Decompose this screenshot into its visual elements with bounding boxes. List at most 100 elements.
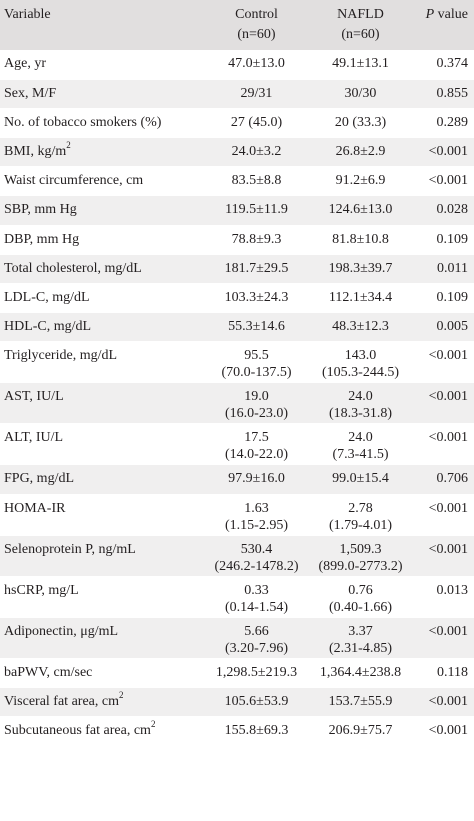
row-control-range: (3.20-7.96)	[225, 640, 288, 656]
row-control-main: 17.5	[244, 430, 269, 446]
row-nafld-value: 1,364.4±238.8	[308, 658, 413, 687]
row-variable-label: Age, yr	[4, 56, 46, 71]
row-nafld-main: 48.3±12.3	[332, 319, 389, 335]
row-variable: ALT, IU/L	[0, 424, 205, 465]
row-control-value: 530.4 (246.2-1478.2)	[205, 535, 308, 576]
row-control-range: (1.15-2.95)	[225, 517, 288, 533]
row-nafld-main: 153.7±55.9	[328, 693, 393, 709]
table-row: SBP, mm Hg 119.5±11.9 124.6±13.0 0.028	[0, 195, 474, 226]
row-variable-label: HDL-C, mg/dL	[4, 319, 92, 335]
row-variable-label: Visceral fat area, cm	[4, 693, 119, 709]
row-nafld-value: 20 (33.3)	[308, 108, 413, 137]
row-control-main: 1,298.5±219.3	[215, 664, 298, 680]
row-control-main: 97.9±16.0	[228, 471, 285, 487]
row-nafld-range: (0.40-1.66)	[329, 599, 392, 615]
row-control-value: 1.63 (1.15-2.95)	[205, 494, 308, 535]
row-nafld-main: 20 (33.3)	[334, 114, 387, 130]
row-p-value: 0.855	[436, 85, 469, 101]
row-variable: DBP, mm Hg	[0, 225, 205, 254]
row-nafld-range: (105.3-244.5)	[322, 365, 399, 381]
row-nafld-main: 112.1±34.4	[328, 290, 393, 305]
table-row: hsCRP, mg/L 0.33 (0.14-1.54) 0.76 (0.40-1.66…	[0, 576, 474, 618]
row-nafld-main: 206.9±75.7	[328, 722, 393, 738]
table-row: Total cholesterol, mg/dL 181.7±29.5 198.3±…	[0, 254, 474, 284]
row-variable: HDL-C, mg/dL	[0, 313, 205, 342]
row-nafld-main: 0.76	[348, 582, 373, 598]
row-variable: No. of tobacco smokers (%)	[0, 108, 205, 137]
row-nafld-value: 91.2±6.9	[308, 167, 413, 196]
table-row: Sex, M/F 29/31 30/30 0.855	[0, 79, 474, 109]
row-control-value: 55.3±14.6	[205, 313, 308, 342]
row-variable: Total cholesterol, mg/dL	[0, 254, 205, 283]
header-variable: Variable	[4, 7, 51, 22]
row-variable-label: baPWV, cm/sec	[4, 664, 93, 680]
row-nafld-main: 99.0±15.4	[332, 471, 389, 487]
row-variable: LDL-C, mg/dL	[0, 284, 205, 313]
row-nafld-value: 2.78 (1.79-4.01)	[308, 494, 413, 535]
row-p-value: 0.109	[436, 290, 469, 305]
row-control-range: (246.2-1478.2)	[214, 558, 299, 574]
row-nafld-value: 26.8±2.9	[308, 138, 413, 167]
row-nafld-value: 124.6±13.0	[308, 196, 413, 225]
row-variable-label: HOMA-IR	[4, 500, 66, 516]
row-p-value: <0.001	[428, 389, 468, 405]
row-control-value: 29/31	[205, 79, 308, 108]
row-control-range: (0.14-1.54)	[225, 599, 288, 615]
table-row: ALT, IU/L 17.5 (14.0-22.0) 24.0 (7.3-41.5) <0…	[0, 424, 474, 465]
row-nafld-main: 30/30	[344, 85, 377, 101]
row-control-main: 27 (45.0)	[230, 114, 283, 130]
row-control-value: 181.7±29.5	[205, 254, 308, 283]
row-control-value: 83.5±8.8	[205, 167, 308, 196]
row-p-value: 0.013	[436, 582, 469, 598]
row-variable-label: hsCRP, mg/L	[4, 582, 79, 598]
row-p-value: 0.706	[436, 471, 469, 487]
row-p-value: <0.001	[428, 623, 468, 639]
row-nafld-main: 198.3±39.7	[328, 260, 393, 276]
row-control-main: 119.5±11.9	[225, 202, 288, 218]
row-variable-superscript: 2	[66, 140, 71, 151]
row-control-value: 27 (45.0)	[205, 108, 308, 137]
row-control-main: 1.63	[244, 500, 269, 516]
row-variable: Waist circumference, cm	[0, 167, 205, 196]
row-variable: Age, yr	[0, 50, 205, 79]
row-p-value: 0.005	[436, 319, 469, 335]
row-variable-label: Waist circumference, cm	[4, 173, 144, 189]
row-variable-label: AST, IU/L	[4, 389, 64, 405]
row-variable: Sex, M/F	[0, 79, 205, 108]
row-variable: Visceral fat area, cm2	[0, 687, 205, 716]
table-row: FPG, mg/dL 97.9±16.0 99.0±15.4 0.706	[0, 464, 474, 495]
table-row: Age, yr 47.0±13.0 49.1±13.1 0.374	[0, 50, 474, 80]
row-variable-label: FPG, mg/dL	[4, 471, 75, 487]
header-nafld-n: (n=60)	[341, 27, 380, 42]
row-control-range: (16.0-23.0)	[225, 406, 288, 422]
header-p-rest: value	[434, 7, 468, 22]
header-nafld: NAFLD (n=60)	[308, 0, 413, 50]
row-nafld-value: 81.8±10.8	[308, 225, 413, 254]
table-row: Visceral fat area, cm2 105.6±53.9 153.7±55…	[0, 687, 474, 717]
row-control-value: 24.0±3.2	[205, 138, 308, 167]
row-nafld-main: 124.6±13.0	[328, 202, 393, 218]
row-variable: BMI, kg/m2	[0, 138, 205, 167]
row-control-main: 105.6±53.9	[224, 693, 289, 709]
row-variable-superscript: 2	[150, 719, 156, 730]
row-nafld-range: (1.79-4.01)	[329, 517, 392, 533]
row-control-main: 530.4	[240, 541, 273, 557]
row-control-main: 24.0±3.2	[231, 144, 282, 160]
row-variable: Triglyceride, mg/dL	[0, 342, 205, 383]
row-variable-label: No. of tobacco smokers (%)	[4, 114, 162, 130]
row-p-value: <0.001	[428, 173, 468, 189]
header-nafld-label: NAFLD	[337, 7, 384, 22]
table-row: Waist circumference, cm 83.5±8.8 91.2±6.9 <…	[0, 167, 474, 196]
table-row: Selenoprotein P, ng/mL 530.4 (246.2-1478.2…	[0, 535, 474, 577]
table-row: No. of tobacco smokers (%) 27 (45.0) 20 (3…	[0, 108, 474, 138]
table-row: Adiponectin, μg/mL 5.66 (3.20-7.96) 3.37 (2.…	[0, 617, 474, 659]
row-nafld-value: 153.7±55.9	[308, 687, 413, 716]
header-row: Variable Control (n=60) NAFLD (n=60) P v…	[0, 0, 474, 50]
row-control-main: 47.0±13.0	[228, 56, 285, 71]
table-body: Age, yr 47.0±13.0 49.1±13.1 0.374 Sex, M/F 29…	[0, 50, 474, 746]
table-row: LDL-C, mg/dL 103.3±24.3 112.1±34.4 0.109	[0, 284, 474, 313]
row-p-value: <0.001	[428, 144, 468, 160]
row-control-value: 119.5±11.9	[205, 196, 308, 225]
table-row: HOMA-IR 1.63 (1.15-2.95) 2.78 (1.79-4.01) <0.…	[0, 494, 474, 536]
row-nafld-main: 91.2±6.9	[335, 173, 386, 189]
